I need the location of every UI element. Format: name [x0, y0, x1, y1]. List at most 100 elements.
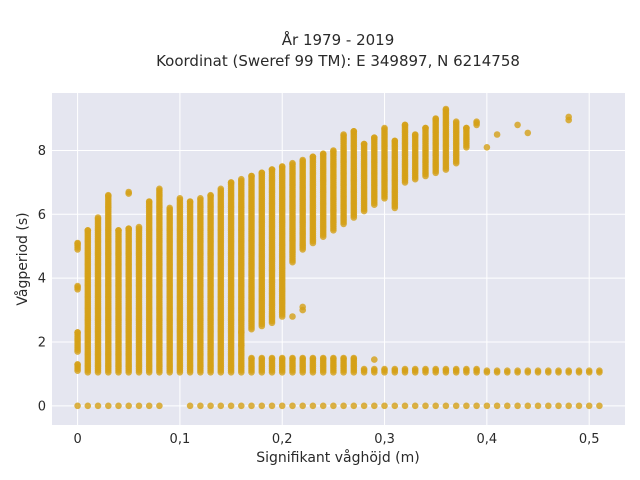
data-point	[596, 402, 603, 410]
data-point	[74, 239, 81, 247]
data-point	[442, 105, 450, 113]
data-point	[411, 402, 419, 410]
data-point	[289, 402, 296, 410]
data-point	[350, 128, 358, 135]
data-point	[381, 365, 388, 373]
data-point	[238, 402, 245, 410]
data-point	[248, 354, 255, 362]
data-point	[452, 118, 460, 125]
chart-title-line-1: År 1979 - 2019	[282, 30, 395, 49]
data-point	[186, 198, 194, 205]
data-point	[319, 402, 327, 410]
data-point	[371, 134, 378, 141]
data-point	[514, 402, 521, 410]
x-tick-label: 0,1	[170, 432, 191, 447]
data-point	[565, 402, 572, 410]
x-tick-label: 0,2	[272, 432, 293, 447]
data-point	[74, 282, 81, 290]
data-point	[278, 163, 286, 170]
data-point	[432, 402, 440, 410]
data-point	[258, 354, 266, 362]
data-point	[483, 367, 491, 375]
data-point	[452, 365, 460, 373]
data-point	[125, 225, 132, 232]
data-point	[432, 115, 440, 122]
data-point	[391, 402, 399, 410]
data-point	[217, 185, 225, 193]
data-point	[452, 402, 460, 410]
data-point	[299, 354, 307, 362]
data-point	[381, 402, 388, 410]
data-point	[555, 367, 562, 375]
data-point	[545, 402, 552, 410]
data-point	[340, 354, 347, 362]
data-point	[145, 198, 153, 205]
data-point	[463, 124, 470, 132]
data-point	[350, 354, 358, 362]
data-point	[585, 367, 593, 375]
y-tick-label: 0	[38, 399, 46, 414]
data-point	[238, 329, 245, 336]
data-point	[585, 402, 593, 410]
data-point	[340, 402, 347, 410]
data-point	[84, 227, 92, 234]
y-tick-label: 4	[38, 272, 46, 287]
data-point	[473, 402, 480, 410]
chart-title-line-2: Koordinat (Sweref 99 TM): E 349897, N 62…	[156, 52, 520, 70]
data-point	[524, 367, 532, 375]
data-point	[289, 354, 296, 362]
data-point	[493, 131, 501, 138]
data-point	[115, 227, 122, 234]
data-point	[105, 191, 112, 199]
data-point	[493, 367, 501, 375]
y-axis-ticks: 0 2 4 6 8	[38, 144, 46, 414]
data-point	[411, 131, 419, 138]
x-tick-label: 0,5	[579, 432, 600, 447]
data-point	[84, 402, 92, 410]
data-point	[156, 185, 163, 193]
data-point	[176, 195, 184, 202]
data-point	[227, 179, 235, 186]
data-point	[197, 402, 204, 410]
data-point	[135, 402, 143, 410]
data-point	[207, 402, 214, 410]
data-point	[258, 402, 266, 410]
data-point	[360, 140, 368, 148]
y-tick-label: 8	[38, 144, 46, 159]
data-point	[504, 402, 511, 410]
data-point	[186, 402, 194, 410]
data-point	[360, 365, 368, 373]
data-point	[125, 188, 132, 196]
data-point	[493, 402, 501, 410]
data-point	[401, 365, 409, 373]
data-point	[422, 124, 429, 132]
data-point	[115, 402, 122, 410]
data-point	[483, 402, 491, 410]
x-axis-label: Signifikant våghöjd (m)	[256, 449, 419, 466]
data-point	[401, 121, 409, 129]
data-point	[74, 361, 81, 368]
data-point	[534, 402, 542, 410]
data-points	[74, 105, 603, 410]
data-point	[360, 402, 368, 410]
data-point	[248, 402, 255, 410]
data-point	[289, 313, 296, 320]
data-point	[575, 367, 583, 375]
data-point	[217, 402, 225, 410]
data-point	[371, 356, 378, 363]
data-point	[94, 214, 102, 221]
y-tick-label: 6	[38, 208, 46, 223]
y-tick-label: 2	[38, 336, 46, 351]
data-point	[289, 159, 296, 167]
data-point	[565, 367, 572, 375]
data-point	[330, 147, 337, 154]
data-point	[463, 365, 470, 373]
data-point	[258, 169, 266, 177]
data-point	[596, 367, 603, 375]
data-point	[278, 354, 286, 362]
data-point	[340, 131, 347, 138]
data-point	[299, 402, 307, 410]
data-point	[145, 402, 153, 410]
